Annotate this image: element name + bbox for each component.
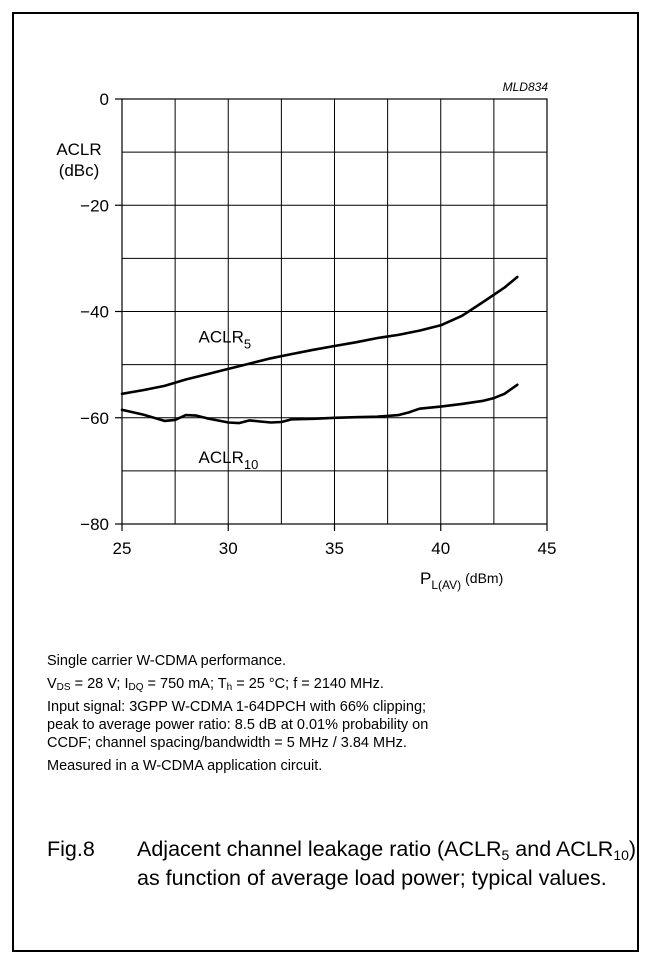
series-label-aclr10: ACLR10 xyxy=(199,448,259,472)
y-tick-label: −40 xyxy=(80,303,109,322)
x-tick-label: 40 xyxy=(431,539,450,558)
y-tick-label: 0 xyxy=(100,90,109,109)
note-line-1: Single carrier W-CDMA performance. xyxy=(47,653,287,669)
x-axis-label-sub: L(AV) xyxy=(431,578,461,592)
note-line-5: CCDF; channel spacing/bandwidth = 5 MHz … xyxy=(47,735,407,751)
caption-text: Adjacent channel leakage ratio (ACLR5 an… xyxy=(137,837,637,890)
series-labels: ACLR5 ACLR10 xyxy=(199,327,259,472)
series-line-aclr5 xyxy=(120,275,519,396)
figure-number: Fig.8 xyxy=(47,837,95,861)
y-axis-label: ACLR xyxy=(56,140,101,159)
x-tick-label: 45 xyxy=(538,539,557,558)
grid xyxy=(121,98,548,525)
note-line-4: peak to average power ratio: 8.5 dB at 0… xyxy=(47,717,429,733)
x-tick-label: 35 xyxy=(325,539,344,558)
axes xyxy=(115,98,548,531)
series-line-aclr10 xyxy=(120,383,519,425)
series xyxy=(120,275,519,425)
y-tick-label: −20 xyxy=(80,196,109,215)
note-line-6: Measured in a W-CDMA application circuit… xyxy=(47,758,323,774)
series-label-aclr5: ACLR5 xyxy=(199,327,252,351)
note-line-3: Input signal: 3GPP W-CDMA 1-64DPCH with … xyxy=(47,699,427,715)
x-tick-label: 30 xyxy=(219,539,238,558)
x-axis-label: PL(AV) (dBm) xyxy=(420,569,503,592)
x-tick-label: 25 xyxy=(113,539,132,558)
figure-notes: Single carrier W-CDMA performance. VDS =… xyxy=(47,652,627,775)
y-tick-label: −60 xyxy=(80,409,109,428)
note-line-2: VDS = 28 V; IDQ = 750 mA; Th = 25 °C; f … xyxy=(47,676,384,693)
figure-frame xyxy=(12,12,639,952)
figure-code: MLD834 xyxy=(503,80,549,94)
y-axis-unit: (dBc) xyxy=(59,161,100,180)
y-tick-label: −80 xyxy=(80,515,109,534)
x-axis-label-main: P xyxy=(420,569,431,588)
x-axis-label-unit: (dBm) xyxy=(465,570,503,586)
